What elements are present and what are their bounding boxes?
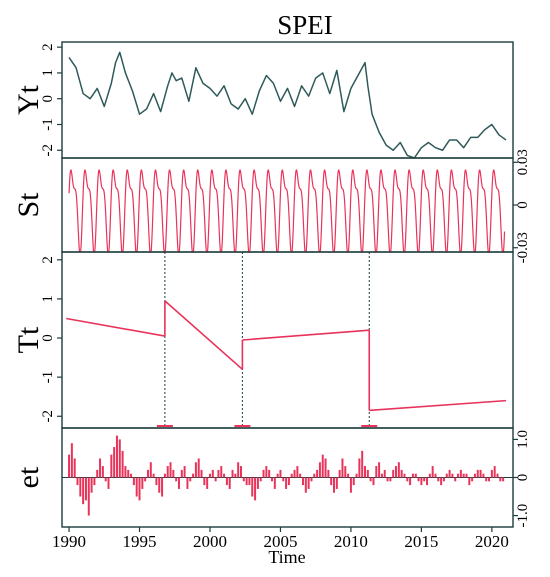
trend-segment — [242, 329, 370, 341]
panel-frame — [61, 41, 514, 159]
x-tick-label: 2010 — [334, 532, 368, 551]
y-tick-label: -1 — [40, 118, 56, 131]
panel-st: St 0.03 0 -0.03 — [12, 149, 531, 263]
y-tick-label: 1 — [40, 69, 56, 77]
x-tick-label: 1990 — [52, 532, 86, 551]
y-tick-label: -2 — [40, 410, 56, 423]
x-tick-label: 2005 — [263, 532, 297, 551]
y-tick-label: 2 — [40, 256, 56, 264]
panel-et: et 1.0 0 -1.0 — [12, 427, 531, 528]
y-tick-label: 1.0 — [515, 430, 531, 449]
y-tick-label: -0.03 — [515, 232, 531, 263]
panel-label: Tt — [12, 326, 45, 353]
panel-label: St — [12, 192, 45, 218]
seasonal-line — [68, 169, 506, 253]
panel-yt: Yt 2 1 0 -1 -2 — [12, 41, 514, 159]
panel-label: Yt — [12, 84, 45, 115]
y-tick-label: 0 — [515, 474, 531, 482]
trend-segment — [164, 300, 243, 370]
y-tick-label: 0 — [515, 201, 531, 209]
panel-tt: Tt 2 1 0 -1 -2 — [12, 251, 514, 429]
y-tick-label: 0.03 — [515, 149, 531, 175]
chart-title: SPEI — [277, 10, 333, 40]
panel-label: et — [12, 466, 45, 488]
plot-layer: Yt 2 1 0 -1 -2 St 0.03 0 -0.03 Tt 2 1 0 -1 -2 et 1.0 0 -1.0… — [12, 41, 531, 551]
y-tick-label: 2 — [40, 43, 56, 51]
trend-segment — [66, 317, 166, 337]
trend-segment — [369, 399, 507, 412]
y-tick-label: -2 — [40, 144, 56, 157]
y-tick-label: 1 — [40, 295, 56, 303]
x-axis-label: Time — [268, 547, 305, 567]
panel-frame — [61, 251, 514, 429]
y-tick-label: -1.0 — [515, 504, 531, 528]
y-tick-label: 0 — [40, 95, 56, 103]
x-tick-label: 2020 — [475, 532, 509, 551]
yt-series-line — [68, 51, 507, 159]
x-tick-label: 1995 — [123, 532, 157, 551]
x-tick-label: 2015 — [404, 532, 438, 551]
y-tick-label: 0 — [40, 334, 56, 342]
x-tick-label: 2000 — [193, 532, 227, 551]
y-tick-label: -1 — [40, 371, 56, 384]
